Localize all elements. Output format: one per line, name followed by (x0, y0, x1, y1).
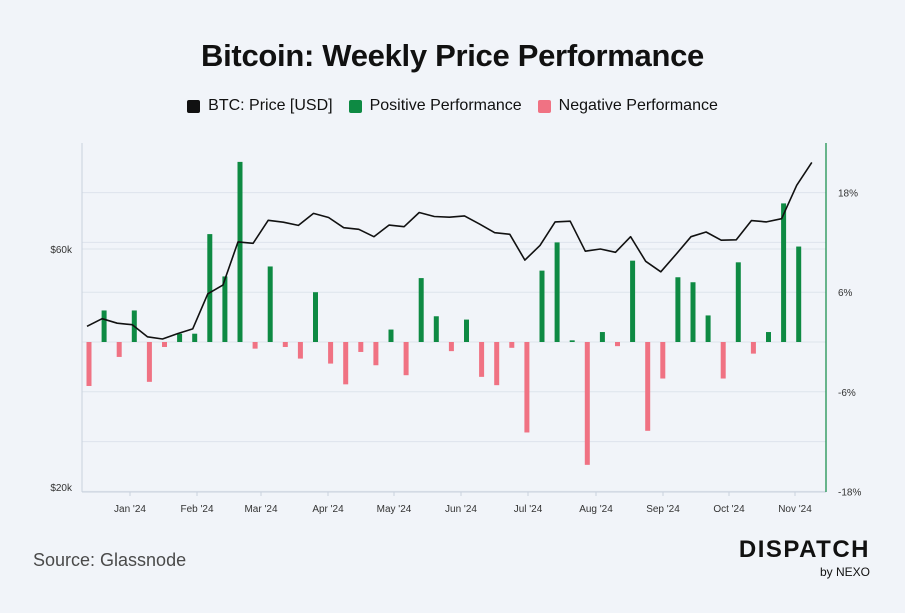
negative-bar (403, 342, 409, 376)
right-axis-tick-label: -6% (838, 388, 856, 399)
negative-bar (660, 342, 666, 379)
x-axis-tick-label: Jan '24 (114, 504, 146, 515)
negative-bar (162, 342, 167, 347)
legend-item-negative[interactable]: Negative Performance (537, 97, 718, 115)
negative-bar (282, 342, 288, 347)
source-note: Source: Glassnode (33, 550, 187, 570)
negative-bar (524, 342, 530, 433)
positive-bar (735, 262, 741, 342)
negative-bar (645, 342, 651, 431)
legend-label-price: BTC: Price [USD] (208, 97, 333, 114)
legend-label-positive: Positive Performance (369, 97, 522, 114)
negative-bar (297, 342, 303, 359)
positive-bar (207, 234, 213, 342)
positive-bar (222, 276, 228, 342)
positive-bar (464, 319, 469, 342)
price-line-series (86, 161, 813, 340)
legend-swatch-negative (537, 99, 551, 113)
chart-legend: BTC: Price [USD] Positive Performance Ne… (0, 97, 905, 115)
positive-bar (705, 315, 711, 342)
negative-bar (720, 342, 726, 379)
positive-bar (418, 278, 424, 342)
x-axis-tick-label: Mar '24 (244, 504, 277, 515)
positive-bar (630, 260, 636, 342)
x-axis-tick-label: Oct '24 (713, 504, 745, 515)
negative-bar (615, 342, 620, 347)
negative-bar (750, 342, 756, 354)
brand-subtitle: by NEXO (819, 565, 870, 579)
positive-bar (690, 282, 696, 342)
chart-axes (81, 143, 827, 496)
legend-label-negative: Negative Performance (558, 97, 718, 114)
negative-bar (448, 342, 454, 352)
positive-bar (781, 203, 787, 342)
negative-bar (358, 342, 364, 352)
negative-bar (509, 342, 515, 348)
negative-bar (479, 342, 485, 377)
positive-bar (675, 277, 681, 342)
x-axis-tick-label: Nov '24 (778, 504, 812, 515)
positive-bar (766, 332, 771, 342)
x-axis-tick-label: Sep '24 (646, 504, 680, 515)
x-axis-tick-label: Jul '24 (514, 504, 543, 515)
negative-bar (584, 342, 590, 465)
positive-bar (796, 246, 802, 342)
negative-bar (86, 342, 92, 386)
positive-bar (267, 266, 273, 342)
brand-logo: DISPATCH by NEXO (720, 536, 870, 579)
legend-swatch-positive (348, 99, 362, 113)
right-axis-tick-label: 6% (838, 288, 853, 299)
positive-bar (313, 292, 318, 342)
x-axis-tick-label: Aug '24 (579, 504, 613, 515)
positive-bar (101, 310, 107, 342)
right-axis-tick-label: 18% (838, 189, 858, 200)
left-axis-tick-label: $20k (50, 483, 73, 494)
negative-bar (343, 342, 349, 385)
price-line (86, 161, 813, 340)
left-axis-tick-label: $60k (50, 245, 73, 256)
positive-bar (177, 333, 183, 342)
negative-bar (252, 342, 258, 349)
negative-bar (146, 342, 152, 382)
bar-series (86, 161, 802, 465)
x-axis-tick-label: Apr '24 (312, 504, 344, 515)
x-axis-tick-label: Jun '24 (445, 504, 477, 515)
tick-labels: 18% 6% -6% -18% $60k $20k Jan '24 Feb '24 Mar '2… (50, 189, 861, 515)
x-axis-tick-label: Feb '24 (180, 504, 213, 515)
positive-bar (569, 340, 575, 342)
positive-bar (539, 270, 545, 342)
right-axis-tick-label: -18% (838, 487, 861, 498)
negative-bar (116, 342, 122, 357)
negative-bar (328, 342, 334, 364)
x-axis-tick-label: May '24 (377, 504, 412, 515)
negative-bar (494, 342, 500, 386)
chart-title: Bitcoin: Weekly Price Performance (201, 38, 704, 73)
grid-lines (82, 192, 826, 492)
legend-item-positive[interactable]: Positive Performance (348, 97, 522, 115)
positive-bar (192, 333, 198, 342)
positive-bar (237, 161, 243, 342)
legend-swatch-price (187, 99, 201, 113)
positive-bar (554, 242, 560, 342)
negative-bar (373, 342, 379, 366)
positive-bar (599, 332, 605, 342)
positive-bar (433, 316, 439, 342)
positive-bar (388, 329, 394, 342)
legend-item-price[interactable]: BTC: Price [USD] (187, 97, 333, 115)
brand-name: DISPATCH (738, 536, 870, 563)
